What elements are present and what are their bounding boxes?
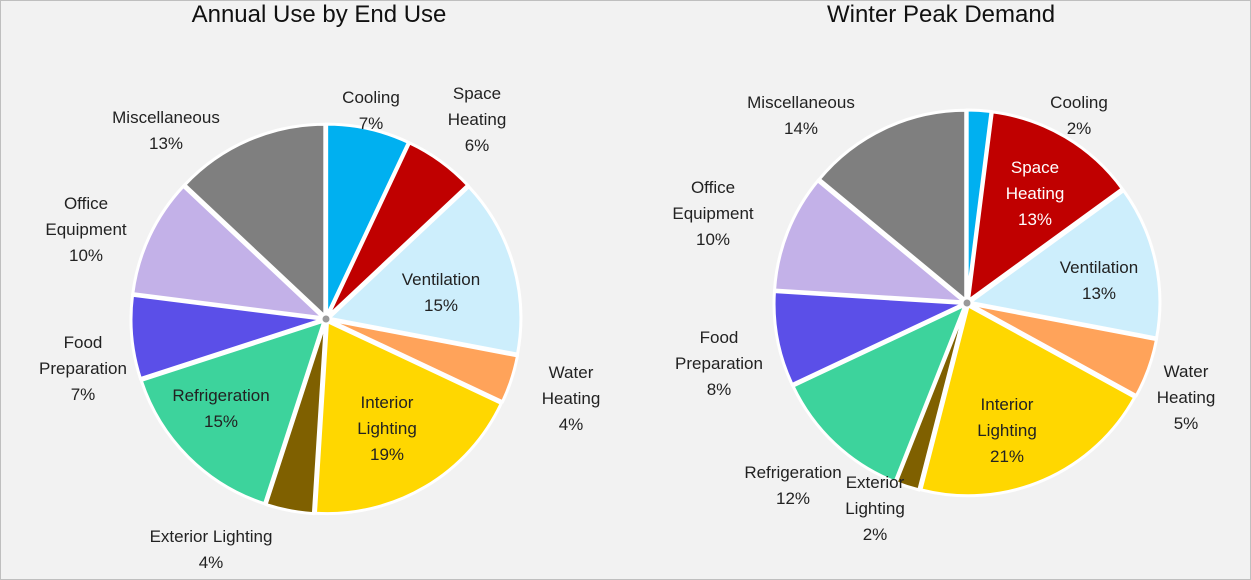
percent-label: 10% bbox=[695, 230, 731, 249]
percent-label: 15% bbox=[203, 412, 239, 431]
percent-label: 4% bbox=[198, 553, 224, 572]
pie-slice bbox=[139, 318, 327, 506]
pie-slice bbox=[966, 188, 1162, 340]
pie-slice bbox=[131, 184, 328, 320]
percent-label: 13% bbox=[1081, 284, 1117, 303]
slice-label: Interior Lighting 21% bbox=[967, 392, 1047, 470]
category-name: Interior Lighting bbox=[357, 393, 417, 438]
center-dot bbox=[963, 299, 971, 307]
category-name: Space Heating bbox=[1005, 158, 1065, 203]
pie-slice bbox=[313, 319, 504, 516]
percent-label: 13% bbox=[148, 134, 184, 153]
slice-label: Water Heating 5% bbox=[1151, 359, 1221, 437]
percent-label: 8% bbox=[706, 380, 732, 399]
pie-slice bbox=[919, 303, 1137, 498]
slice-label: Space Heating 6% bbox=[442, 81, 512, 159]
category-name: Cooling bbox=[1050, 93, 1108, 112]
category-name: Miscellaneous bbox=[112, 108, 220, 127]
percent-label: 13% bbox=[1017, 210, 1053, 229]
chart-title: Annual Use by End Use bbox=[191, 1, 447, 28]
pie-slice bbox=[129, 293, 324, 381]
chart-title: Winter Peak Demand bbox=[826, 1, 1056, 28]
center-dot bbox=[322, 315, 330, 323]
percent-label: 14% bbox=[783, 119, 819, 138]
percent-label: 15% bbox=[423, 296, 459, 315]
pie-slice bbox=[326, 140, 470, 318]
category-name: Food Preparation bbox=[39, 333, 127, 378]
percent-label: 2% bbox=[1066, 119, 1092, 138]
category-name: Exterior Lighting bbox=[845, 473, 905, 518]
slice-label: Ventilation 15% bbox=[391, 267, 491, 319]
slice-label: Food Preparation 8% bbox=[664, 325, 774, 403]
pie-slice bbox=[772, 178, 969, 304]
slice-label: Ventilation 13% bbox=[1049, 255, 1149, 307]
category-name: Ventilation bbox=[401, 270, 481, 289]
slice-label: Cooling 7% bbox=[331, 85, 411, 137]
slice-label: Interior Lighting 19% bbox=[347, 390, 427, 468]
pie-slice bbox=[264, 321, 327, 516]
percent-label: 6% bbox=[464, 136, 490, 155]
slice-label: Refrigeration 12% bbox=[733, 460, 853, 512]
category-name: Refrigeration bbox=[744, 463, 842, 482]
percent-label: 21% bbox=[989, 447, 1025, 466]
pie-slice bbox=[772, 290, 965, 387]
category-name: Cooling bbox=[342, 88, 400, 107]
slice-label: Space Heating 13% bbox=[1000, 155, 1070, 233]
percent-label: 10% bbox=[68, 246, 104, 265]
pie-slice bbox=[791, 302, 968, 484]
category-name: Office Equipment bbox=[45, 194, 127, 239]
pie-slice bbox=[969, 302, 1159, 398]
category-name: Water Heating bbox=[1156, 362, 1216, 407]
category-name: Refrigeration bbox=[172, 386, 270, 405]
pie-slice bbox=[328, 318, 520, 404]
category-name: Office Equipment bbox=[672, 178, 754, 223]
percent-label: 12% bbox=[775, 489, 811, 508]
slice-label: Office Equipment 10% bbox=[31, 191, 141, 269]
pie-slice bbox=[817, 108, 968, 304]
category-name: Space Heating bbox=[447, 84, 507, 129]
percent-label: 5% bbox=[1173, 414, 1199, 433]
category-name: Water Heating bbox=[541, 363, 601, 408]
percent-label: 2% bbox=[862, 525, 888, 544]
category-name: Interior Lighting bbox=[977, 395, 1037, 440]
category-name: Exterior Lighting bbox=[149, 527, 273, 546]
slice-label: Cooling 2% bbox=[1039, 90, 1119, 142]
percent-label: 4% bbox=[558, 415, 584, 434]
slice-label: Food Preparation 7% bbox=[28, 330, 138, 408]
slice-label: Miscellaneous 13% bbox=[101, 105, 231, 157]
percent-label: 19% bbox=[369, 445, 405, 464]
slice-label: Water Heating 4% bbox=[536, 360, 606, 438]
category-name: Miscellaneous bbox=[747, 93, 855, 112]
slice-label: Refrigeration 15% bbox=[161, 383, 281, 435]
slice-label: Exterior Lighting 2% bbox=[835, 470, 915, 548]
slice-label: Miscellaneous 14% bbox=[736, 90, 866, 142]
pie-slice bbox=[182, 122, 327, 320]
percent-label: 7% bbox=[70, 385, 96, 404]
pie-slice bbox=[325, 184, 523, 356]
pie-slice bbox=[966, 110, 1125, 304]
category-name: Food Preparation bbox=[675, 328, 763, 373]
slice-label: Exterior Lighting 4% bbox=[121, 524, 301, 576]
category-name: Ventilation bbox=[1059, 258, 1139, 277]
percent-label: 7% bbox=[358, 114, 384, 133]
slice-label: Office Equipment 10% bbox=[658, 175, 768, 253]
